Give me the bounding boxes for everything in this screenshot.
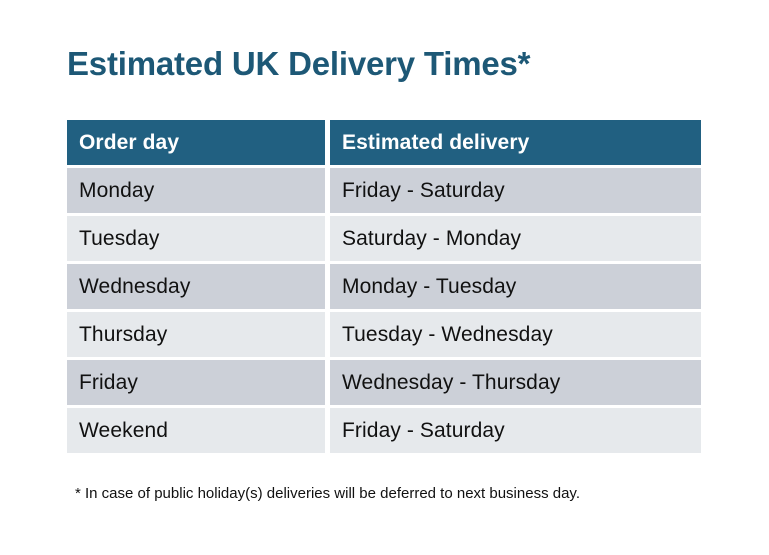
page-title: Estimated UK Delivery Times* bbox=[67, 45, 531, 82]
table-row: Thursday Tuesday - Wednesday bbox=[67, 312, 701, 357]
cell-order-day: Monday bbox=[67, 168, 325, 213]
table-header-row: Order day Estimated delivery bbox=[67, 120, 701, 165]
table-row: Wednesday Monday - Tuesday bbox=[67, 264, 701, 309]
table-header: Order day Estimated delivery bbox=[67, 120, 701, 165]
table-body: Monday Friday - Saturday Tuesday Saturda… bbox=[67, 168, 701, 453]
cell-estimated-delivery: Saturday - Monday bbox=[330, 216, 701, 261]
table-row: Monday Friday - Saturday bbox=[67, 168, 701, 213]
cell-estimated-delivery: Friday - Saturday bbox=[330, 168, 701, 213]
column-header-estimated-delivery: Estimated delivery bbox=[330, 120, 701, 165]
delivery-times-table: Order day Estimated delivery Monday Frid… bbox=[62, 117, 706, 456]
table-row: Tuesday Saturday - Monday bbox=[67, 216, 701, 261]
cell-estimated-delivery: Monday - Tuesday bbox=[330, 264, 701, 309]
table-row: Weekend Friday - Saturday bbox=[67, 408, 701, 453]
cell-estimated-delivery: Wednesday - Thursday bbox=[330, 360, 701, 405]
footnote-text: * In case of public holiday(s) deliverie… bbox=[75, 485, 580, 502]
cell-order-day: Friday bbox=[67, 360, 325, 405]
cell-estimated-delivery: Friday - Saturday bbox=[330, 408, 701, 453]
cell-order-day: Wednesday bbox=[67, 264, 325, 309]
cell-estimated-delivery: Tuesday - Wednesday bbox=[330, 312, 701, 357]
cell-order-day: Weekend bbox=[67, 408, 325, 453]
cell-order-day: Thursday bbox=[67, 312, 325, 357]
column-header-order-day: Order day bbox=[67, 120, 325, 165]
table-row: Friday Wednesday - Thursday bbox=[67, 360, 701, 405]
cell-order-day: Tuesday bbox=[67, 216, 325, 261]
